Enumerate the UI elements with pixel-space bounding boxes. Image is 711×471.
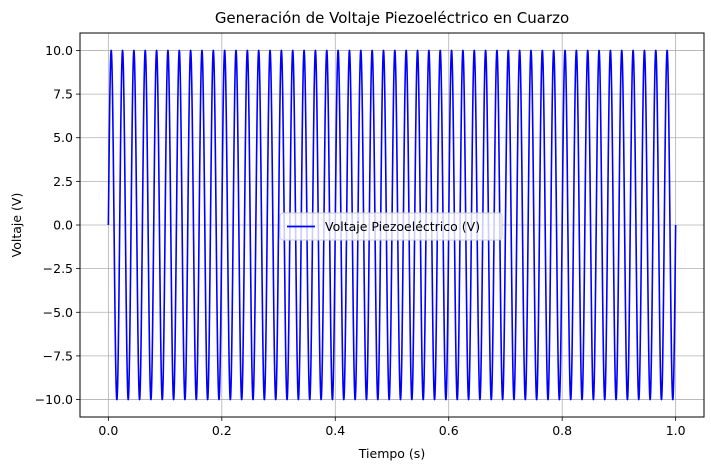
chart-title: Generación de Voltaje Piezoeléctrico en … (215, 9, 569, 27)
x-tick-label: 0.0 (98, 423, 118, 438)
y-tick-label: −5.0 (43, 305, 73, 320)
legend-label: Voltaje Piezoeléctrico (V) (325, 219, 480, 234)
y-tick-label: 7.5 (53, 87, 73, 102)
x-axis-label: Tiempo (s) (358, 446, 425, 461)
y-tick-label: 5.0 (53, 130, 73, 145)
x-tick-label: 0.2 (212, 423, 232, 438)
y-tick-label: 0.0 (53, 218, 73, 233)
y-tick-label: −10.0 (35, 392, 73, 407)
x-tick-label: 0.4 (325, 423, 345, 438)
x-axis-ticks: 0.0 0.2 0.4 0.6 0.8 1.0 (98, 417, 686, 438)
x-tick-label: 0.8 (552, 423, 572, 438)
y-axis-ticks: −10.0 −7.5 −5.0 −2.5 0.0 2.5 5.0 7.5 10.0 (35, 43, 80, 407)
legend: Voltaje Piezoeléctrico (V) (279, 212, 503, 241)
y-tick-label: −2.5 (43, 261, 73, 276)
y-tick-label: 2.5 (53, 174, 73, 189)
y-tick-label: 10.0 (45, 43, 73, 58)
x-tick-label: 1.0 (666, 423, 686, 438)
y-tick-label: −7.5 (43, 348, 73, 363)
y-axis-label: Voltaje (V) (9, 193, 24, 258)
x-tick-label: 0.6 (439, 423, 459, 438)
legend-box (279, 212, 503, 241)
